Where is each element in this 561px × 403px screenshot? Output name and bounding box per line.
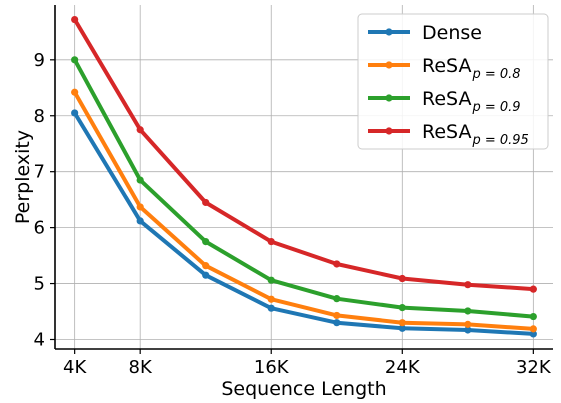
data-point	[202, 271, 210, 279]
data-point	[464, 320, 472, 328]
data-point	[202, 238, 210, 246]
data-point	[333, 319, 341, 327]
x-tick-label: 8K	[129, 357, 153, 378]
x-tick-label: 16K	[254, 357, 290, 378]
y-axis-label: Perplexity	[12, 130, 34, 224]
data-point	[398, 304, 406, 312]
x-tick-label: 4K	[63, 357, 87, 378]
data-point	[464, 281, 472, 289]
data-point	[136, 217, 144, 225]
data-point	[529, 330, 537, 338]
x-tick-label: 32K	[516, 357, 552, 378]
y-tick-label: 6	[34, 218, 45, 239]
data-point	[136, 176, 144, 184]
data-point	[267, 238, 275, 246]
data-point	[529, 312, 537, 321]
data-point	[464, 307, 472, 315]
data-point	[529, 325, 537, 333]
data-point	[71, 15, 79, 24]
data-point	[267, 276, 275, 284]
data-point	[202, 198, 210, 207]
data-point	[398, 324, 406, 332]
y-tick-label: 8	[34, 106, 45, 127]
legend-label: ReSAp = 0.9	[422, 88, 521, 115]
series-line	[72, 90, 536, 331]
data-point	[333, 260, 341, 268]
legend-swatch-marker	[385, 127, 393, 135]
data-point	[398, 274, 406, 283]
x-axis-label: Sequence Length	[221, 378, 386, 400]
y-tick-label: 4	[34, 329, 45, 350]
x-tick-label: 24K	[385, 357, 421, 378]
data-point	[202, 262, 210, 270]
data-point	[398, 319, 406, 327]
legend-box	[357, 13, 549, 150]
series-line	[72, 17, 536, 292]
data-point	[71, 56, 79, 64]
legend-label: ReSAp = 0.8	[422, 55, 521, 82]
legend-swatch-marker	[385, 94, 393, 102]
series-lines	[71, 15, 537, 338]
axes: 4K 8K 16K 24K 32K 4 5 6 7 8 9	[34, 5, 553, 378]
legend: Dense ReSAp = 0.8 ReSAp = 0.9 ReSAp = 0.95	[357, 13, 549, 150]
legend-swatch-marker	[385, 28, 393, 36]
y-tick-label: 9	[34, 50, 45, 71]
series-line	[72, 111, 536, 336]
y-tick-label: 7	[34, 162, 45, 183]
y-tick-label: 5	[34, 274, 45, 295]
data-point	[136, 126, 144, 134]
data-point	[71, 88, 79, 96]
data-point	[464, 326, 472, 334]
data-point	[267, 304, 275, 312]
data-point	[71, 109, 79, 117]
legend-swatch-marker	[385, 61, 393, 69]
data-point	[333, 311, 341, 320]
data-point	[333, 295, 341, 303]
data-point	[136, 203, 144, 211]
data-point	[529, 285, 537, 293]
data-point	[267, 295, 275, 303]
legend-label: Dense	[422, 22, 482, 44]
series-line	[72, 57, 536, 319]
legend-label: ReSAp = 0.95	[422, 121, 529, 148]
